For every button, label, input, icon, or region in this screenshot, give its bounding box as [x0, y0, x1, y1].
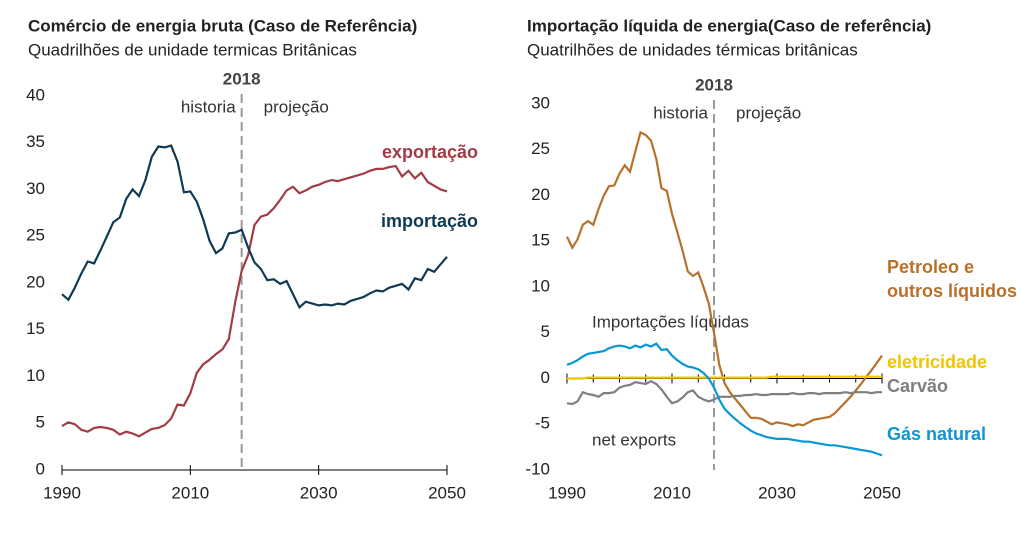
legend-label: Carvão	[887, 376, 948, 396]
annotation: historia	[653, 103, 708, 122]
y-tick-label: 25	[531, 139, 550, 158]
series-line	[567, 375, 882, 380]
x-tick-label: 2030	[758, 483, 796, 502]
x-tick-label: 1990	[43, 483, 81, 502]
annotation: projeção	[264, 97, 329, 116]
x-tick-label: 2010	[171, 483, 209, 502]
chart-title: Comércio de energia bruta (Caso de Refer…	[28, 16, 417, 35]
y-tick-label: 5	[541, 322, 550, 341]
legend-label: Petroleo e outros líquidos	[887, 257, 1017, 301]
series-line	[61, 164, 448, 438]
y-tick-label: -5	[535, 414, 550, 433]
y-tick-label: 25	[26, 226, 45, 245]
x-tick-label: 2010	[653, 483, 691, 502]
y-tick-label: -10	[525, 459, 550, 478]
y-tick-label: 30	[26, 179, 45, 198]
divider-label: 2018	[223, 69, 261, 88]
legend-label: exportação	[382, 142, 478, 162]
annotation: net exports	[592, 430, 676, 449]
divider-label: 2018	[695, 75, 733, 94]
legend-label: eletricidade	[887, 352, 987, 372]
y-tick-label: 10	[531, 276, 550, 295]
x-tick-label: 2050	[428, 483, 466, 502]
y-tick-label: 30	[531, 93, 550, 112]
y-tick-label: 35	[26, 132, 45, 151]
y-tick-label: 5	[36, 413, 45, 432]
legend-label: importação	[381, 211, 478, 231]
chart-subtitle: Quatrilhões de unidades térmicas britâni…	[527, 40, 858, 59]
series-line	[566, 342, 883, 457]
y-tick-label: 10	[26, 366, 45, 385]
y-tick-label: 40	[26, 85, 45, 104]
y-tick-label: 20	[531, 185, 550, 204]
y-tick-label: 20	[26, 272, 45, 291]
y-tick-label: 0	[541, 368, 550, 387]
legend-label: Gás natural	[887, 424, 986, 444]
chart-title: Importação líquida de energia(Caso de re…	[527, 16, 931, 35]
y-tick-label: 0	[36, 459, 45, 478]
y-tick-label: 15	[26, 319, 45, 338]
annotation: Importações líquidas	[592, 312, 749, 331]
annotation: historia	[181, 97, 236, 116]
series-line	[566, 379, 882, 406]
x-tick-label: 1990	[548, 483, 586, 502]
series-line	[566, 130, 883, 428]
annotation: projeção	[736, 103, 801, 122]
y-tick-label: 15	[531, 231, 550, 250]
series-line	[61, 144, 448, 310]
x-tick-label: 2030	[300, 483, 338, 502]
x-tick-label: 2050	[863, 483, 901, 502]
chart-subtitle: Quadrilhões de unidade termicas Britânic…	[28, 40, 357, 59]
